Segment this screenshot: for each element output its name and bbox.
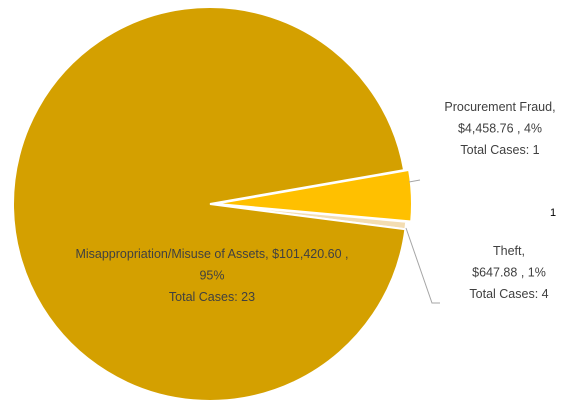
data-label: Theft, $647.88 , 1% Total Cases: 4 — [469, 244, 548, 301]
data-label-line: 95% — [199, 269, 224, 283]
pie-slice — [214, 168, 413, 223]
data-label: Misappropriation/Misuse of Assets, $101,… — [75, 247, 348, 304]
annotation: 1 — [550, 207, 556, 219]
data-label-line: Theft, — [493, 244, 525, 258]
data-label-line: Total Cases: 1 — [460, 143, 539, 157]
data-label: Procurement Fraud, $4,458.76 , 4% Total Ca… — [444, 100, 555, 157]
data-label-line: $647.88 , 1% — [472, 266, 546, 280]
data-label-line: Procurement Fraud, — [444, 100, 555, 114]
leader-line — [408, 179, 421, 183]
data-label-line: $4,458.76 , 4% — [458, 122, 542, 136]
data-label-line: Misappropriation/Misuse of Assets, $101,… — [75, 247, 348, 261]
data-label-line: Total Cases: 23 — [169, 290, 255, 304]
data-label-line: Total Cases: 4 — [469, 287, 548, 301]
leader-line — [405, 227, 440, 304]
pie-slice — [12, 6, 407, 402]
